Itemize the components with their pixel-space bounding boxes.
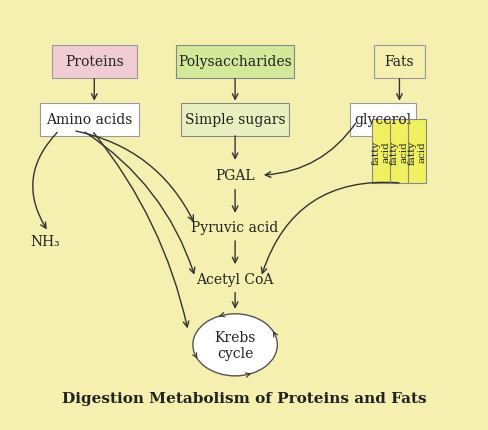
Text: fatty
acid: fatty acid xyxy=(388,140,408,164)
Text: Digestion Metabolism of Proteins and Fats: Digestion Metabolism of Proteins and Fat… xyxy=(62,391,426,405)
Text: PGAL: PGAL xyxy=(215,169,254,183)
Text: fatty
acid: fatty acid xyxy=(407,140,426,164)
FancyBboxPatch shape xyxy=(349,104,415,137)
FancyBboxPatch shape xyxy=(176,46,293,79)
Ellipse shape xyxy=(192,314,277,376)
Text: Polysaccharides: Polysaccharides xyxy=(178,55,291,69)
FancyBboxPatch shape xyxy=(373,46,425,79)
Bar xyxy=(371,120,426,184)
FancyBboxPatch shape xyxy=(52,46,136,79)
Text: Amino acids: Amino acids xyxy=(46,113,133,127)
FancyBboxPatch shape xyxy=(40,104,139,137)
Text: Krebs
cycle: Krebs cycle xyxy=(214,330,255,360)
Text: fatty
acid: fatty acid xyxy=(371,140,390,164)
Text: Fats: Fats xyxy=(384,55,413,69)
Text: glycerol: glycerol xyxy=(354,113,411,127)
Text: Pyruvic acid: Pyruvic acid xyxy=(191,221,278,234)
Text: Acetyl CoA: Acetyl CoA xyxy=(196,272,273,286)
Text: Proteins: Proteins xyxy=(65,55,123,69)
FancyBboxPatch shape xyxy=(181,104,288,137)
Text: NH₃: NH₃ xyxy=(30,235,60,249)
Text: Simple sugars: Simple sugars xyxy=(184,113,285,127)
